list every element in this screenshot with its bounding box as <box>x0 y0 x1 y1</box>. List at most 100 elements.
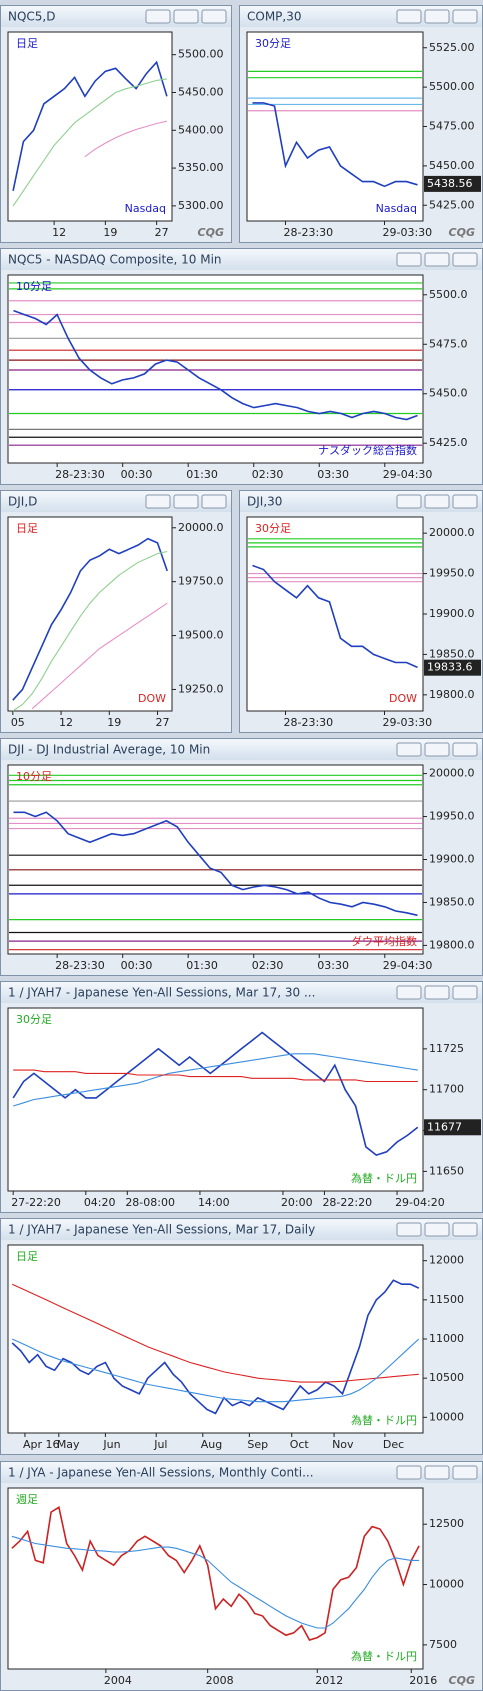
y-tick-label: 19950.0 <box>429 810 475 823</box>
x-tick-label: 27-22:20 <box>11 1196 61 1209</box>
window-button[interactable] <box>424 9 450 24</box>
x-tick-label: 29-04:20 <box>395 1196 445 1209</box>
chart-window: DJI,30 19800.0 19850.0 19900.0 19950.0 20000.… <box>239 490 483 733</box>
chart-window: 1 / JYAH7 - Japanese Yen-All Sessions, M… <box>0 981 483 1213</box>
x-tick-label: 29-04:30 <box>383 468 433 481</box>
window-button[interactable] <box>452 9 478 24</box>
x-tick-label: 29-03:30 <box>383 226 433 239</box>
window-button[interactable] <box>396 985 422 1000</box>
x-tick-label: 28-22:20 <box>322 1196 372 1209</box>
price-line <box>252 102 418 188</box>
moving-average <box>13 1069 418 1083</box>
period-label: 日足 <box>16 1250 38 1263</box>
window-title: DJI,D <box>8 495 37 509</box>
window-button[interactable] <box>452 1465 478 1480</box>
plot-area <box>7 516 173 712</box>
window-title: DJI,30 <box>247 495 282 509</box>
x-tick-label: May <box>57 1438 80 1451</box>
window-button[interactable] <box>396 1465 422 1480</box>
y-tick-label: 19800.0 <box>429 938 475 951</box>
chart-window: DJI,D 19250.0 19500.0 19750.0 20000.0 05 12 19 2… <box>0 490 232 733</box>
y-tick-label: 11000 <box>429 1332 464 1345</box>
plot-area <box>7 1007 424 1192</box>
x-tick-label: 2004 <box>104 1674 132 1687</box>
y-tick-label: 11700 <box>429 1083 464 1096</box>
x-tick-label: Aug <box>201 1438 222 1451</box>
y-tick-label: 5300.00 <box>178 199 224 212</box>
y-tick-label: 11725 <box>429 1042 464 1055</box>
moving-average <box>31 602 168 710</box>
x-tick-label: 28-23:30 <box>55 468 105 481</box>
window-button[interactable] <box>424 985 450 1000</box>
x-tick-label: 00:30 <box>121 959 153 972</box>
window-button[interactable] <box>201 9 227 24</box>
x-tick-label: 19 <box>103 226 117 239</box>
chart-window: NQC5 - NASDAQ Composite, 10 Min 5425.0 545… <box>0 248 483 485</box>
y-tick-label: 5425.0 <box>429 436 468 449</box>
y-tick-label: 19850.0 <box>429 647 475 660</box>
x-tick-label: 00:30 <box>121 468 153 481</box>
last-price: 11677 <box>427 1120 462 1133</box>
period-label: 日足 <box>16 37 38 50</box>
window-button[interactable] <box>396 1222 422 1237</box>
moving-average <box>12 550 168 712</box>
window-title: 1 / JYAH7 - Japanese Yen-All Sessions, M… <box>8 1223 315 1237</box>
x-tick-label: Oct <box>290 1438 310 1451</box>
window-button[interactable] <box>145 494 171 509</box>
y-tick-label: 10000 <box>429 1578 464 1591</box>
title-bar <box>1 491 231 512</box>
window-button[interactable] <box>424 494 450 509</box>
window-button[interactable] <box>452 742 478 757</box>
y-tick-label: 5425.00 <box>429 198 475 211</box>
window-button[interactable] <box>452 985 478 1000</box>
x-tick-label: 05 <box>11 716 25 729</box>
period-label: 10分足 <box>16 280 52 293</box>
y-tick-label: 19900.0 <box>429 853 475 866</box>
period-label: 10分足 <box>16 770 52 783</box>
x-tick-label: Jun <box>102 1438 120 1451</box>
window-button[interactable] <box>396 252 422 267</box>
y-tick-label: 19850.0 <box>429 895 475 908</box>
last-price-box <box>424 1119 481 1136</box>
logo: CQG <box>449 1674 475 1687</box>
window-button[interactable] <box>424 742 450 757</box>
market-label: Nasdaq <box>376 202 417 215</box>
window-button[interactable] <box>396 9 422 24</box>
window-title: COMP,30 <box>247 10 302 24</box>
market-label: 為替・ドル円 <box>351 1413 417 1427</box>
window-button[interactable] <box>424 1465 450 1480</box>
x-tick-label: 01:30 <box>186 468 218 481</box>
x-tick-label: 03:30 <box>317 959 349 972</box>
title-bar <box>1 249 482 270</box>
x-tick-label: Nov <box>332 1438 354 1451</box>
title-bar <box>240 491 482 512</box>
window-button[interactable] <box>452 1222 478 1237</box>
period-label: 日足 <box>16 522 38 535</box>
x-tick-label: 27 <box>155 226 169 239</box>
price-line <box>13 309 418 421</box>
window-button[interactable] <box>452 252 478 267</box>
window-button[interactable] <box>424 252 450 267</box>
x-tick-label: 03:30 <box>317 468 349 481</box>
window-button[interactable] <box>452 494 478 509</box>
x-tick-label: 29-03:30 <box>383 716 433 729</box>
moving-average <box>84 120 168 158</box>
x-tick-label: Dec <box>383 1438 404 1451</box>
plot-area <box>7 764 424 955</box>
window-button[interactable] <box>173 494 199 509</box>
market-label: ダウ平均指数 <box>351 934 417 948</box>
x-tick-label: 28-23:30 <box>55 959 105 972</box>
window-button[interactable] <box>396 742 422 757</box>
y-tick-label: 11650 <box>429 1164 464 1177</box>
window-button[interactable] <box>173 9 199 24</box>
y-tick-label: 5500.00 <box>429 80 475 93</box>
window-button[interactable] <box>145 9 171 24</box>
window-button[interactable] <box>424 1222 450 1237</box>
y-tick-label: 7500 <box>429 1638 457 1651</box>
x-tick-label: 12 <box>52 226 66 239</box>
y-tick-label: 5400.00 <box>178 123 224 136</box>
window-button[interactable] <box>201 494 227 509</box>
window-button[interactable] <box>396 494 422 509</box>
x-tick-label: 20:00 <box>281 1196 313 1209</box>
